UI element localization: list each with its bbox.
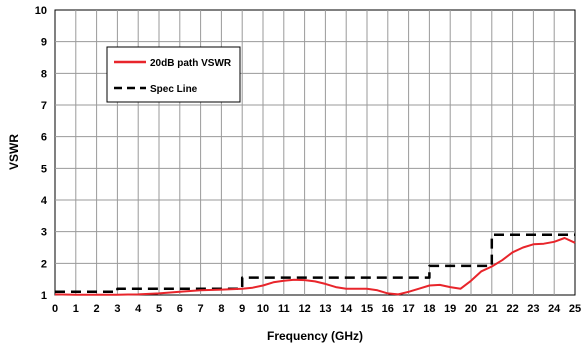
x-tick-label: 21 <box>486 303 498 315</box>
vswr-series-line <box>54 237 576 296</box>
y-tick-label: 3 <box>41 227 47 239</box>
y-tick-label: 8 <box>41 68 47 80</box>
x-tick-label: 6 <box>177 303 183 315</box>
x-tick-label: 2 <box>94 303 100 315</box>
y-tick-label: 10 <box>35 5 47 17</box>
x-tick-label: 25 <box>569 303 581 315</box>
x-tick-label: 10 <box>257 303 269 315</box>
legend-label-vswr: 20dB path VSWR <box>150 58 232 69</box>
x-tick-label: 3 <box>114 303 120 315</box>
y-tick-label: 7 <box>41 100 47 112</box>
y-tick-label: 6 <box>41 132 47 144</box>
legend: 20dB path VSWR Spec Line <box>106 46 241 103</box>
x-tick-label: 4 <box>135 303 142 315</box>
x-tick-label: 24 <box>548 303 561 315</box>
x-tick-label: 23 <box>527 303 539 315</box>
y-tick-label: 5 <box>41 163 47 175</box>
series-lines <box>54 233 576 296</box>
x-tick-label: 0 <box>52 303 58 315</box>
legend-label-spec: Spec Line <box>150 84 198 95</box>
x-tick-label: 18 <box>423 303 435 315</box>
x-tick-label: 11 <box>278 303 290 315</box>
x-tick-label: 19 <box>444 303 456 315</box>
x-tick-label: 7 <box>198 303 204 315</box>
y-axis-title: VSWR <box>7 134 21 170</box>
x-tick-label: 14 <box>340 303 353 315</box>
x-tick-label: 9 <box>239 303 245 315</box>
spec-line-series <box>55 233 575 294</box>
x-axis-ticks: 0 1 2 3 4 5 6 7 8 9 10 11 12 13 14 15 16 17 18 19 20 21 22 23 24… <box>52 303 581 315</box>
x-tick-label: 15 <box>361 303 373 315</box>
x-tick-label: 8 <box>218 303 224 315</box>
legend-box <box>106 46 241 103</box>
x-axis-title: Frequency (GHz) <box>267 329 363 343</box>
x-tick-label: 20 <box>465 303 477 315</box>
x-tick-label: 13 <box>319 303 331 315</box>
x-tick-label: 1 <box>73 303 79 315</box>
x-tick-label: 12 <box>298 303 310 315</box>
y-tick-label: 9 <box>41 37 47 49</box>
y-tick-label: 4 <box>41 195 48 207</box>
y-tick-label: 1 <box>41 290 47 302</box>
x-tick-label: 16 <box>382 303 394 315</box>
x-tick-label: 22 <box>506 303 518 315</box>
grid-lines <box>55 10 575 295</box>
x-tick-label: 17 <box>402 303 414 315</box>
y-tick-label: 2 <box>41 258 47 270</box>
x-tick-label: 5 <box>156 303 162 315</box>
y-axis-ticks: 1 2 3 4 5 6 7 8 9 10 <box>35 5 48 302</box>
